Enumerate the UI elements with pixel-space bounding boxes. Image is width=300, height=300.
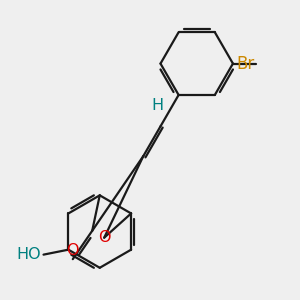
Text: H: H (151, 98, 164, 113)
Text: Br: Br (237, 55, 255, 73)
Text: HO: HO (16, 247, 41, 262)
Text: O: O (98, 230, 110, 245)
Text: O: O (67, 243, 79, 258)
